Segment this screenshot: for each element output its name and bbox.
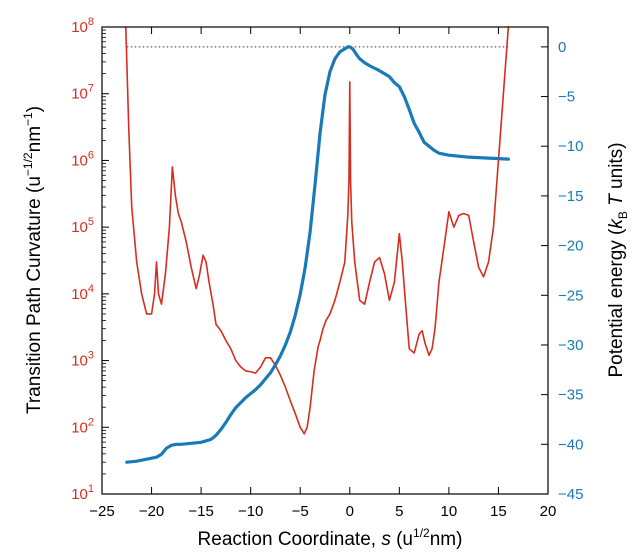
x-tick-label: −20 (139, 503, 164, 520)
y-right-tick-label: −20 (558, 238, 583, 255)
y-right-tick-label: −45 (558, 486, 583, 503)
x-tick-label: 20 (540, 503, 557, 520)
y-right-axis-title: Potential energy (kB T units) (606, 142, 630, 377)
y-left-tick-label: 107 (71, 83, 94, 103)
y-left-tick-label: 108 (71, 16, 94, 36)
series-line-potential (125, 45, 510, 464)
y-right-tick-label: 0 (558, 39, 566, 56)
y-left-axis-title: Transition Path Curvature (u−1/2nm−1) (21, 106, 45, 414)
x-tick-label: 5 (395, 503, 403, 520)
x-tick-label: 10 (441, 503, 458, 520)
y-left-tick-label: 105 (71, 216, 94, 236)
plot-frame (101, 26, 549, 495)
y-left-tick-label: 104 (71, 283, 94, 303)
x-tick-label: 15 (490, 503, 507, 520)
y-right-tick-label: −40 (558, 436, 583, 453)
y-right-tick-label: −25 (558, 287, 583, 304)
y-left-tick-label: 102 (71, 416, 94, 436)
x-tick-label: −15 (188, 503, 213, 520)
y-right-tick-label: −30 (558, 337, 583, 354)
y-left-tick-label: 101 (71, 483, 94, 503)
y-right-tick-label: −15 (558, 188, 583, 205)
y-left-tick-label: 106 (71, 149, 94, 169)
y-right-tick-label: −10 (558, 138, 583, 155)
x-axis-title: Reaction Coordinate, s (u1/2nm) (198, 526, 463, 550)
series-line-curvature (124, 26, 510, 435)
x-tick-label: 0 (346, 503, 354, 520)
x-tick-label: −10 (238, 503, 263, 520)
x-tick-label: −25 (89, 503, 114, 520)
y-right-tick-label: −5 (558, 89, 575, 106)
y-left-tick-label: 103 (71, 350, 94, 370)
x-tick-label: −5 (292, 503, 309, 520)
y-right-tick-label: −35 (558, 387, 583, 404)
